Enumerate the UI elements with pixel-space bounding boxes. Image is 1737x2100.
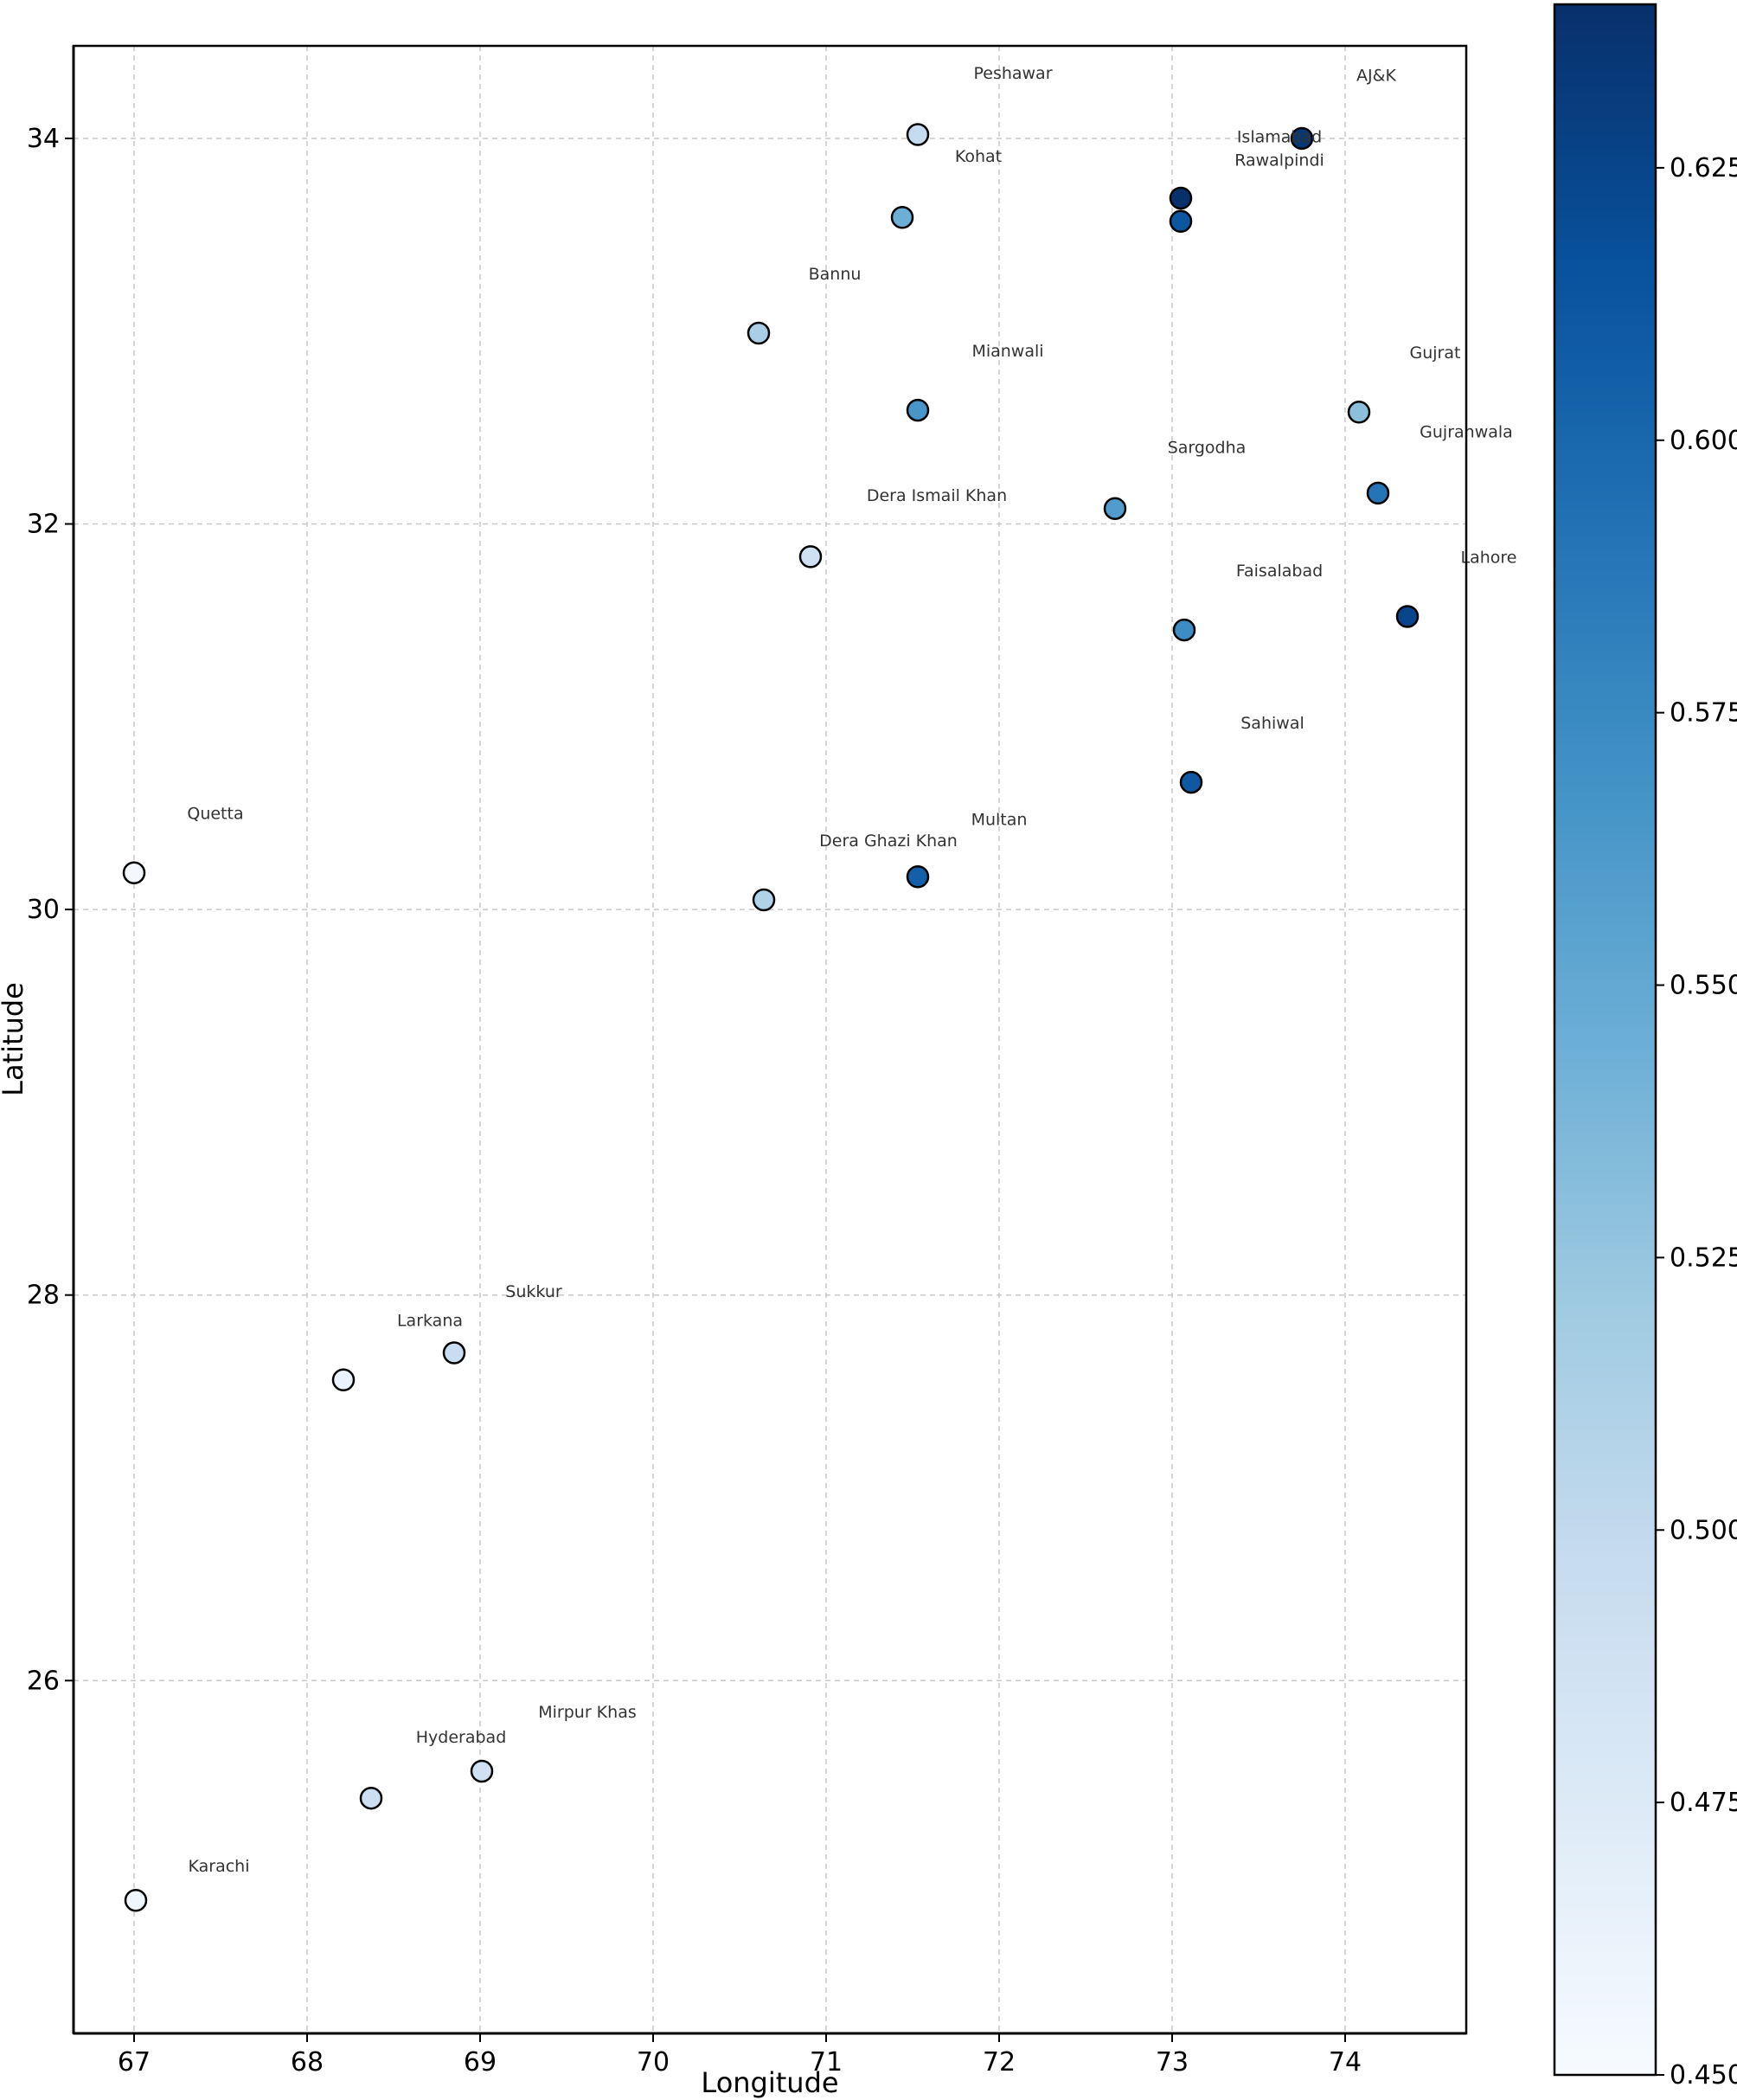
x-tick-label: 74	[1329, 2047, 1362, 2078]
city-label: Dera Ismail Khan	[867, 486, 1007, 505]
city-label: AJ&K	[1356, 66, 1396, 85]
city-label: Islamabad	[1237, 128, 1322, 147]
colorbar-tick-label: 0.575	[1670, 698, 1737, 729]
data-point	[1395, 605, 1420, 628]
colorbar	[1553, 3, 1657, 2077]
colorbar-tick-label: 0.450	[1670, 2060, 1737, 2090]
city-label: Gujrat	[1410, 344, 1461, 363]
city-label: Quetta	[187, 805, 243, 824]
city-label: Sargodha	[1168, 438, 1247, 457]
colorbar-ticks: 0.450 0.475 0.500 0.525 0.550 0.575 0.600 0.625	[1656, 153, 1737, 2090]
data-points	[122, 123, 1420, 1912]
city-label: Sahiwal	[1240, 714, 1304, 733]
colorbar-tick-label: 0.500	[1670, 1515, 1737, 1545]
data-point	[906, 398, 930, 422]
data-point	[1347, 401, 1371, 424]
x-tick-label: 73	[1156, 2047, 1189, 2078]
colorbar-tick-label: 0.625	[1670, 153, 1737, 183]
city-label: Lahore	[1461, 548, 1517, 567]
city-labels: Peshawar AJ&K Islamabad Kohat Rawalpindi Bann…	[187, 64, 1516, 1876]
y-tick-label: 26	[27, 1666, 60, 1696]
y-tick-label: 32	[27, 510, 60, 540]
city-label: Kohat	[955, 147, 1002, 166]
data-point	[359, 1786, 383, 1810]
data-point	[906, 864, 930, 889]
x-tick-label: 69	[464, 2047, 497, 2078]
x-tick-label: 67	[118, 2047, 151, 2078]
city-label: Multan	[971, 810, 1028, 829]
colorbar-tick-label: 0.600	[1670, 426, 1737, 456]
x-axis-ticks: 67 68 69 70 71 72 73 74	[118, 2033, 1362, 2078]
city-label: Bannu	[809, 265, 862, 284]
city-label: Dera Ghazi Khan	[819, 832, 958, 851]
y-axis-title: Latitude	[0, 982, 29, 1096]
data-point	[1290, 126, 1314, 151]
y-axis-ticks: 26 28 30 32 34	[27, 124, 74, 1696]
x-tick-label: 68	[291, 2047, 324, 2078]
x-axis-title: Longitude	[701, 2066, 838, 2099]
x-tick-label: 71	[810, 2047, 843, 2078]
data-point	[798, 545, 823, 568]
y-tick-label: 28	[27, 1281, 60, 1311]
x-tick-label: 72	[983, 2047, 1016, 2078]
city-label: Karachi	[189, 1857, 250, 1876]
data-point	[470, 1759, 494, 1783]
x-tick-label: 70	[637, 2047, 670, 2078]
data-point	[331, 1368, 356, 1391]
data-point	[906, 123, 930, 146]
city-label: Faisalabad	[1236, 562, 1323, 581]
data-point	[1179, 770, 1203, 794]
data-point	[1366, 481, 1390, 505]
city-label: Hyderabad	[416, 1728, 507, 1747]
data-point	[124, 1889, 148, 1912]
data-point	[1169, 209, 1193, 233]
y-tick-label: 34	[27, 124, 60, 154]
data-point	[1103, 497, 1127, 520]
y-tick-label: 30	[27, 895, 60, 925]
data-point	[747, 321, 771, 345]
data-point	[752, 888, 776, 912]
city-label: Mianwali	[971, 342, 1043, 361]
colorbar-tick-label: 0.550	[1670, 971, 1737, 1001]
city-label: Peshawar	[973, 64, 1052, 83]
data-point	[442, 1341, 466, 1365]
city-label: Sukkur	[505, 1282, 562, 1301]
city-label: Rawalpindi	[1234, 151, 1324, 170]
data-point	[1172, 618, 1196, 642]
colorbar-tick-label: 0.525	[1670, 1243, 1737, 1273]
plot-frame	[72, 44, 1468, 2035]
city-label: Mirpur Khas	[538, 1703, 636, 1722]
data-point	[890, 206, 914, 229]
data-point	[1169, 186, 1193, 210]
data-point	[122, 861, 146, 885]
city-label: Larkana	[397, 1312, 463, 1331]
grid-lines	[74, 46, 1466, 2033]
colorbar-tick-label: 0.475	[1670, 1788, 1737, 1818]
